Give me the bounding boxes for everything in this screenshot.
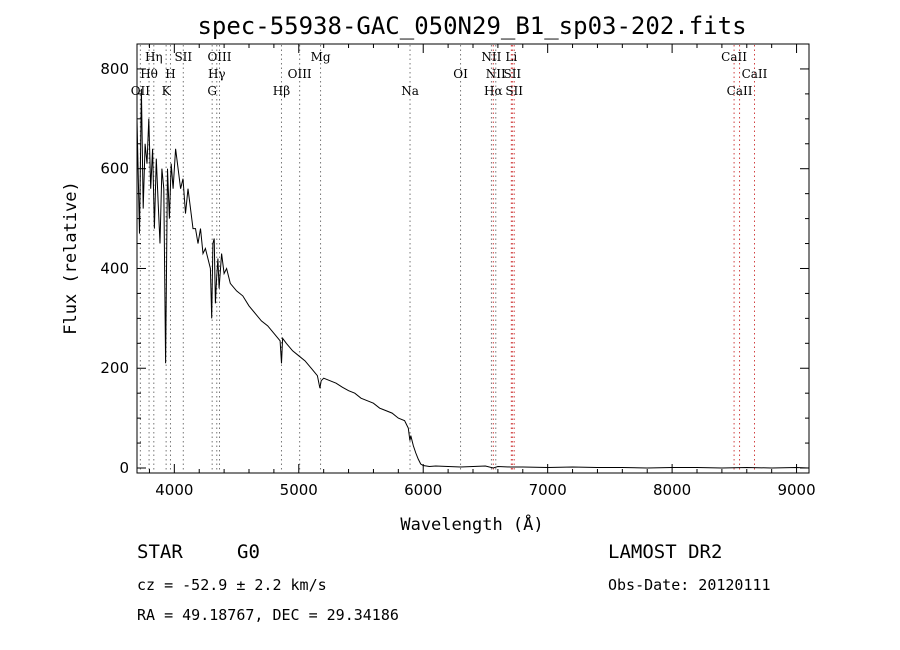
y-tick-label: 400 — [100, 259, 129, 277]
plot-frame — [136, 43, 810, 474]
emission-line-label: Hγ — [208, 67, 226, 81]
emission-line-label: OI — [453, 67, 468, 81]
survey-name: LAMOST DR2 — [608, 541, 722, 563]
emission-line-label: NII — [481, 50, 501, 64]
emission-line-labels: OII Hθ Hη KH SII G Hγ OIII Hβ OIII Mg Na OI NII NII Hα L… — [131, 50, 768, 98]
emission-line-label: SII — [503, 67, 521, 81]
emission-line-label: CaII — [742, 67, 768, 81]
emission-line-label: Hβ — [273, 84, 290, 98]
object-class: STAR — [137, 541, 183, 563]
emission-line-label: OIII — [207, 50, 231, 64]
emission-line-label: NII — [486, 67, 506, 81]
x-tick-label: 7000 — [529, 481, 567, 499]
coordinates-readout: RA = 49.18767, DEC = 29.34186 — [137, 606, 399, 624]
emission-line-markers — [139, 45, 755, 472]
x-tick-label: 8000 — [653, 481, 691, 499]
emission-line-label: OIII — [288, 67, 312, 81]
y-tick-label: 600 — [100, 160, 129, 178]
emission-line-label: Li — [505, 50, 517, 64]
chart-title: spec-55938-GAC_050N29_B1_sp03-202.fits — [197, 12, 746, 40]
emission-line-label: Mg — [311, 50, 331, 64]
object-subclass: G0 — [237, 541, 260, 563]
emission-line-label: SII — [505, 84, 523, 98]
x-tick-label: 5000 — [280, 481, 318, 499]
observation-date: Obs-Date: 20120111 — [608, 576, 771, 594]
axis-ticks: 4000 5000 6000 7000 8000 9000 0 200 400 600 800 — [100, 43, 816, 499]
emission-line-label: SII — [174, 50, 192, 64]
emission-line-label: Hθ — [140, 67, 158, 81]
spectrum-line — [136, 88, 810, 469]
emission-line-label: CaII — [721, 50, 747, 64]
x-tick-label: 6000 — [404, 481, 442, 499]
x-tick-label: 4000 — [155, 481, 193, 499]
y-tick-label: 200 — [100, 359, 129, 377]
x-tick-label: 9000 — [777, 481, 815, 499]
y-tick-label: 0 — [119, 459, 129, 477]
y-tick-label: 800 — [100, 60, 129, 78]
emission-line-label: G — [207, 84, 217, 98]
redshift-readout: cz = -52.9 ± 2.2 km/s — [137, 576, 327, 594]
emission-line-label: Hα — [484, 84, 503, 98]
emission-line-label: CaII — [727, 84, 753, 98]
y-axis-label: Flux (relative) — [61, 181, 81, 335]
emission-line-label: OII — [131, 84, 151, 98]
emission-line-label: Na — [401, 84, 419, 98]
emission-line-label: Hη — [145, 50, 163, 64]
emission-line-label: K — [162, 84, 172, 98]
x-axis-label: Wavelength (Å) — [400, 513, 543, 535]
emission-line-label: H — [165, 67, 175, 81]
